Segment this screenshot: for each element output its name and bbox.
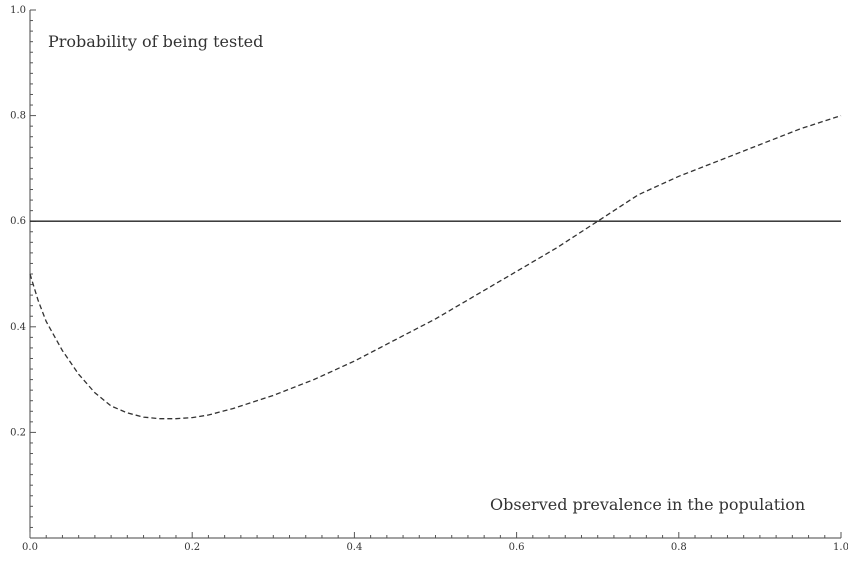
x-tick-label: 0.0 [22, 542, 38, 553]
series [29, 114, 842, 420]
x-tick-label: 0.2 [184, 542, 200, 553]
x-tick-label: 0.8 [671, 542, 687, 553]
x-tick-label: 1.0 [833, 542, 848, 553]
y-tick-label: 0.8 [10, 111, 26, 122]
dashed-series-line [29, 114, 842, 420]
ticks: 0.0 0.2 0.4 0.6 0.8 1.0 0.2 0.4 0.6 0.8 1.0 [10, 5, 848, 553]
y-tick-label: 1.0 [10, 5, 26, 16]
y-axis-title: Probability of being tested [48, 32, 263, 51]
y-tick-label: 0.6 [10, 216, 26, 227]
y-tick-label: 0.4 [10, 322, 26, 333]
x-tick-label: 0.6 [509, 542, 525, 553]
y-tick-label: 0.2 [10, 427, 26, 438]
axes [29, 10, 841, 539]
x-axis-title: Observed prevalence in the population [490, 495, 805, 514]
x-tick-label: 0.4 [346, 542, 362, 553]
